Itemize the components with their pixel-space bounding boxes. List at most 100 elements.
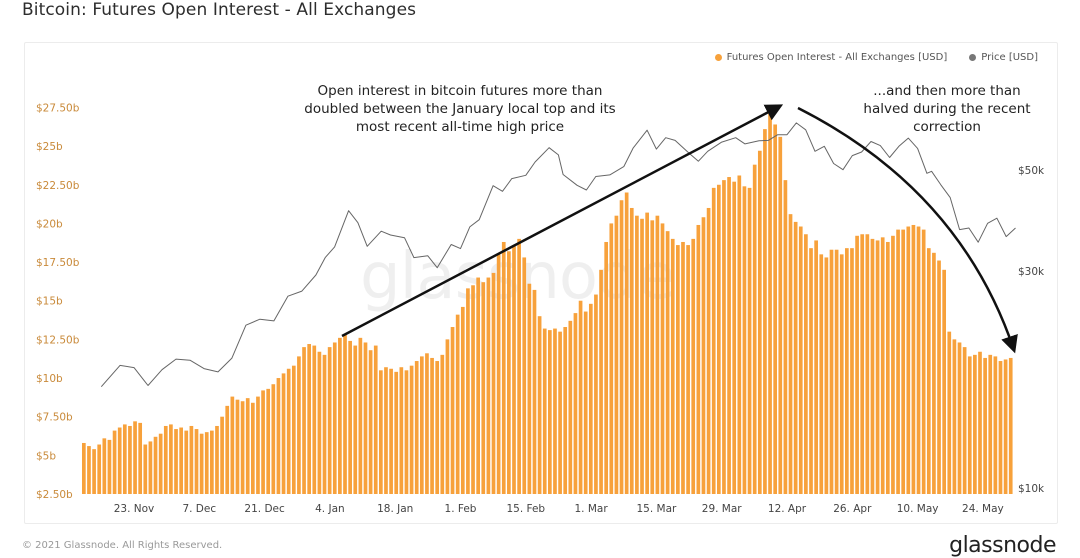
oi-bar xyxy=(220,416,224,494)
oi-bar xyxy=(425,353,429,494)
oi-bar xyxy=(716,184,721,494)
glassnode-logo: glassnode xyxy=(949,533,1056,558)
oi-bar xyxy=(235,399,240,494)
oi-bar xyxy=(486,277,491,494)
oi-bar xyxy=(665,231,670,494)
chart-title: Bitcoin: Futures Open Interest - All Exc… xyxy=(22,0,417,20)
oi-bar xyxy=(163,425,168,494)
y-left-tick-label: $10b xyxy=(36,373,63,385)
oi-bar xyxy=(327,347,332,494)
oi-bar xyxy=(117,427,122,494)
oi-bar xyxy=(880,237,885,494)
oi-bar xyxy=(839,254,844,494)
x-axis: 23. Nov 7. Dec 21. Dec 4. Jan 18. Jan 1. Feb 1… xyxy=(114,503,1004,515)
y-right-tick-label: $30k xyxy=(1018,266,1045,278)
oi-bar xyxy=(240,401,245,494)
oi-bar xyxy=(696,224,701,494)
oi-bar xyxy=(804,234,808,494)
x-tick-label: 1. Mar xyxy=(575,503,609,515)
oi-bar xyxy=(614,215,619,494)
oi-bar xyxy=(353,345,358,494)
oi-bar xyxy=(512,245,516,494)
oi-bar xyxy=(891,235,895,495)
oi-bar xyxy=(245,398,250,494)
oi-bar xyxy=(317,351,322,494)
oi-bar xyxy=(286,368,291,494)
legend-label-open-interest: Futures Open Interest - All Exchanges [U… xyxy=(726,52,948,63)
oi-bar xyxy=(573,313,578,494)
oi-bar xyxy=(583,311,588,494)
oi-bar xyxy=(670,238,675,494)
bar-series xyxy=(82,109,1013,495)
chart-legend: Futures Open Interest - All Exchanges [U… xyxy=(714,52,1038,63)
oi-bar xyxy=(481,282,486,494)
y-right-tick-label: $10k xyxy=(1018,483,1045,495)
oi-bar xyxy=(962,347,967,494)
oi-bar xyxy=(957,342,962,494)
legend-item-price[interactable]: Price [USD] xyxy=(969,52,1038,63)
oi-bar xyxy=(604,241,609,494)
oi-bar xyxy=(199,433,204,494)
oi-bar xyxy=(302,347,306,494)
x-tick-label: 18. Jan xyxy=(377,503,413,515)
y-left-tick-label: $25b xyxy=(36,141,63,153)
oi-bar xyxy=(757,150,762,494)
oi-bar xyxy=(594,294,598,494)
oi-bar xyxy=(373,345,378,494)
oi-bar xyxy=(496,254,501,494)
oi-bar xyxy=(916,226,921,494)
oi-bar xyxy=(332,342,337,494)
oi-bar xyxy=(435,361,440,494)
oi-bar xyxy=(921,229,926,495)
oi-bar xyxy=(773,124,778,494)
y-left-tick-label: $2.50b xyxy=(36,489,73,501)
oi-bar xyxy=(194,429,199,494)
oi-bar xyxy=(204,432,209,494)
oi-bar xyxy=(266,388,271,494)
oi-bar xyxy=(1008,357,1013,494)
oi-bar xyxy=(368,350,373,494)
x-tick-label: 21. Dec xyxy=(244,503,285,515)
legend-item-open-interest[interactable]: Futures Open Interest - All Exchanges [U… xyxy=(714,52,948,63)
oi-bar xyxy=(225,405,230,494)
oi-bar xyxy=(517,238,521,494)
oi-bar xyxy=(307,344,312,494)
oi-bar xyxy=(358,337,363,494)
oi-bar xyxy=(911,224,916,494)
oi-bar xyxy=(737,175,742,495)
oi-bar xyxy=(578,300,583,494)
oi-bar xyxy=(640,218,644,494)
x-tick-label: 15. Feb xyxy=(506,503,545,515)
oi-bar xyxy=(491,272,496,494)
oi-bar xyxy=(937,260,941,494)
oi-bar xyxy=(819,254,824,494)
oi-bar xyxy=(256,396,260,494)
oi-bar xyxy=(855,235,859,495)
oi-bar xyxy=(845,248,849,494)
oi-bar xyxy=(440,354,445,494)
x-tick-label: 29. Mar xyxy=(702,503,743,515)
x-tick-label: 24. May xyxy=(962,503,1004,515)
y-axis-right: $10k $30k $50k xyxy=(1018,165,1045,495)
x-tick-label: 15. Mar xyxy=(636,503,677,515)
oi-bar xyxy=(850,248,854,494)
y-left-tick-label: $17.50b xyxy=(36,257,80,269)
oi-bar xyxy=(153,436,158,494)
oi-bar xyxy=(706,207,711,494)
oi-bar xyxy=(998,361,1003,494)
oi-bar xyxy=(471,285,475,494)
oi-bar xyxy=(261,390,265,494)
oi-bar xyxy=(952,339,957,494)
oi-bar xyxy=(609,223,614,495)
oi-bar xyxy=(394,371,399,494)
oi-bar xyxy=(619,200,624,495)
oi-bar xyxy=(635,215,639,494)
oi-bar xyxy=(568,320,573,494)
oi-bar xyxy=(532,289,537,494)
oi-bar xyxy=(629,207,634,494)
oi-bar xyxy=(179,427,183,494)
oi-bar xyxy=(501,241,506,494)
oi-bar xyxy=(983,357,987,494)
oi-bar xyxy=(824,257,829,494)
oi-bar xyxy=(926,248,931,494)
